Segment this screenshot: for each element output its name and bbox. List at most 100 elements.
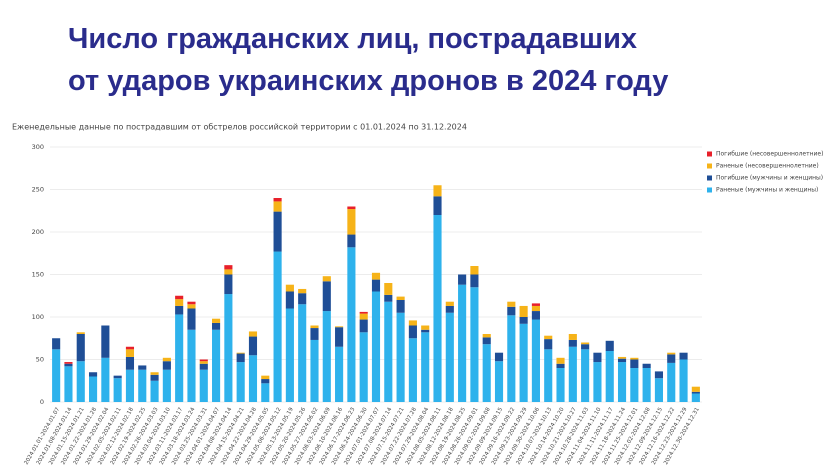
- bar-segment: [150, 372, 159, 375]
- bar-segment: [322, 281, 331, 312]
- bar-segment: [482, 337, 491, 345]
- bar-segment: [593, 352, 602, 363]
- bar-segment: [384, 301, 393, 402]
- bar-segment: [310, 339, 319, 402]
- bar-segment: [494, 361, 504, 402]
- legend-swatch: [707, 151, 712, 157]
- bar-segment: [101, 325, 110, 358]
- bar-segment: [113, 378, 122, 402]
- y-tick-label: 100: [32, 313, 44, 321]
- bar-segment: [544, 335, 553, 340]
- bar-segment: [519, 305, 528, 317]
- bar-segment: [581, 349, 590, 402]
- bar-segment: [224, 269, 233, 275]
- chart: Еженедельные данные по пострадавшим от о…: [12, 123, 823, 465]
- bar-segment: [445, 312, 454, 402]
- chart-subtitle: Еженедельные данные по пострадавшим от о…: [12, 123, 467, 132]
- bar-segment: [470, 287, 479, 402]
- bar-segment: [482, 334, 491, 338]
- bar-segment: [458, 274, 467, 285]
- bar-segment: [273, 201, 282, 212]
- bar-segment: [322, 311, 331, 402]
- bar-segment: [88, 372, 98, 377]
- bar-segment: [396, 300, 405, 313]
- bar-segment: [667, 354, 676, 363]
- y-tick-label: 300: [32, 143, 44, 151]
- bar-segment: [310, 325, 319, 329]
- bar-segment: [371, 272, 381, 280]
- bar-segment: [568, 346, 577, 402]
- legend-swatch: [707, 175, 712, 181]
- bar-segment: [581, 344, 590, 350]
- bar-segment: [667, 362, 676, 402]
- bar-segment: [494, 352, 504, 362]
- bar-segment: [433, 185, 442, 197]
- bar-segment: [64, 363, 73, 367]
- bar-segment: [679, 352, 688, 360]
- bar-segment: [285, 308, 294, 402]
- bar-segment: [691, 393, 700, 402]
- bar-segment: [371, 279, 381, 292]
- bar-segment: [654, 371, 664, 379]
- bar-segment: [347, 234, 356, 248]
- legend-swatch: [707, 187, 712, 193]
- bar-segment: [236, 352, 245, 354]
- bar-segment: [187, 304, 196, 309]
- bar-segment: [371, 291, 381, 402]
- bar-segment: [298, 288, 307, 294]
- bar-segment: [224, 274, 233, 295]
- bar-segment: [335, 327, 344, 347]
- bar-segment: [138, 365, 147, 370]
- bar-segment: [199, 369, 208, 402]
- bar-segment: [531, 311, 540, 320]
- bar-segment: [347, 206, 356, 210]
- bar-segment: [335, 346, 344, 402]
- bar-segment: [556, 363, 565, 368]
- bar-segment: [347, 247, 356, 402]
- bar-segment: [605, 340, 614, 351]
- bar-segment: [544, 349, 553, 402]
- bar-segment: [322, 276, 331, 282]
- bar-segment: [544, 339, 553, 350]
- legend-label: Погибшие (мужчины и женщины): [716, 175, 823, 182]
- bar-segment: [187, 301, 196, 305]
- bar-segment: [76, 332, 85, 334]
- bar-segment: [273, 211, 282, 252]
- bar-segment: [273, 198, 282, 202]
- bar-segment: [519, 323, 528, 402]
- bar-segment: [125, 346, 135, 350]
- bar-segment: [445, 305, 454, 313]
- bar-segment: [248, 331, 258, 337]
- bar-segment: [568, 339, 577, 347]
- bar-segment: [175, 305, 184, 315]
- bar-segment: [396, 296, 405, 300]
- bar-segment: [654, 378, 664, 402]
- bar-segment: [617, 356, 627, 359]
- bar-segment: [359, 311, 368, 314]
- bar-segment: [236, 362, 245, 402]
- bar-segment: [691, 386, 700, 392]
- bar-segment: [396, 312, 405, 402]
- bar-segment: [101, 357, 110, 402]
- bar-segment: [138, 369, 147, 402]
- bar-segment: [162, 357, 171, 362]
- bar-segment: [519, 317, 528, 324]
- bar-segment: [88, 376, 98, 402]
- bar-segment: [507, 301, 516, 307]
- bar-segment: [224, 294, 233, 402]
- bar-segment: [556, 357, 565, 364]
- bar-segment: [162, 361, 171, 370]
- bar-segment: [76, 334, 85, 362]
- bar-segment: [248, 355, 258, 402]
- bar-segment: [384, 283, 393, 295]
- bar-segment: [125, 356, 135, 370]
- bar-segment: [261, 375, 270, 380]
- bar-segment: [531, 319, 540, 402]
- bar-segment: [64, 362, 73, 364]
- legend-swatch: [707, 163, 712, 169]
- bar-segment: [125, 369, 135, 402]
- bar-segment: [310, 328, 319, 340]
- y-tick-label: 250: [32, 186, 44, 194]
- legend-label: Раненые (мужчины и женщины): [716, 187, 818, 194]
- bar-segment: [76, 361, 85, 402]
